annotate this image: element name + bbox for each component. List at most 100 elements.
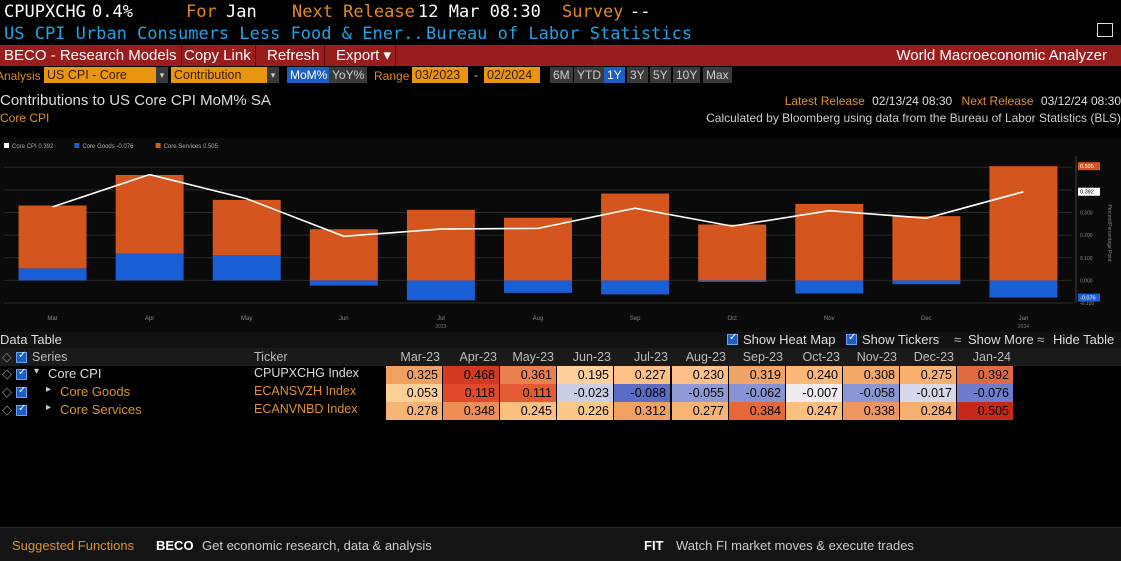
col-jan-24[interactable]: Jan-24 xyxy=(972,350,1011,364)
menu-export[interactable]: Export ▾ xyxy=(332,45,397,66)
row-series-name[interactable]: Core Services xyxy=(60,402,142,417)
table-cell[interactable]: -0.058 xyxy=(843,384,899,402)
table-cell[interactable]: 0.053 xyxy=(386,384,442,402)
contribution-chart[interactable]: Core CPI 0.392 Core Goods -0.076 Core Serv… xyxy=(0,138,1121,332)
source-link[interactable]: Bureau of Labor Statistics xyxy=(426,24,693,44)
show-heat-map-label[interactable]: Show Heat Map xyxy=(743,332,836,347)
period-max[interactable]: Max xyxy=(703,67,732,83)
row-toggle-icon[interactable]: ▸ xyxy=(46,384,52,395)
analysis-dropdown-icon[interactable]: ▾ xyxy=(156,67,168,83)
table-cell[interactable]: 0.226 xyxy=(557,402,613,420)
col-jul-23[interactable]: Jul-23 xyxy=(633,350,668,364)
menu-copy-link[interactable]: Copy Link xyxy=(180,45,256,66)
period-10y[interactable]: 10Y xyxy=(673,67,701,83)
table-cell[interactable]: -0.088 xyxy=(614,384,670,402)
col-apr-23[interactable]: Apr-23 xyxy=(459,350,497,364)
col-sep-23[interactable]: Sep-23 xyxy=(742,350,783,364)
period-1y[interactable]: 1Y xyxy=(604,67,625,83)
table-cell[interactable]: 0.284 xyxy=(900,402,956,420)
table-cell[interactable]: 0.247 xyxy=(786,402,842,420)
function-beco-desc[interactable]: Get economic research, data & analysis xyxy=(202,538,432,553)
col-aug-23[interactable]: Aug-23 xyxy=(685,350,726,364)
function-fit-desc[interactable]: Watch FI market moves & execute trades xyxy=(676,538,914,553)
col-oct-23[interactable]: Oct-23 xyxy=(802,350,840,364)
col-nov-23[interactable]: Nov-23 xyxy=(856,350,897,364)
function-fit-code[interactable]: FIT xyxy=(644,538,664,553)
period-5y[interactable]: 5Y xyxy=(650,67,671,83)
function-beco-code[interactable]: BECO xyxy=(156,538,194,553)
table-cell[interactable]: 0.227 xyxy=(614,366,670,384)
table-cell[interactable]: -0.076 xyxy=(957,384,1013,402)
row-checkbox[interactable] xyxy=(16,367,27,380)
show-more-button[interactable]: Show More xyxy=(968,332,1034,347)
table-cell[interactable]: 0.245 xyxy=(500,402,556,420)
row-toggle-icon[interactable]: ▾ xyxy=(34,366,40,377)
table-cell[interactable]: 0.111 xyxy=(500,384,556,402)
table-cell[interactable]: 0.348 xyxy=(443,402,499,420)
row-toggle-icon[interactable]: ▸ xyxy=(46,402,52,413)
toggle-yoy[interactable]: YoY% xyxy=(329,67,368,83)
col-mar-23[interactable]: Mar-23 xyxy=(400,350,440,364)
col-series[interactable]: Series xyxy=(32,350,68,364)
table-row[interactable]: ◇ ▸ Core Goods ECANSVZH Index 0.0530.1180.11… xyxy=(0,384,1121,402)
analysis-select[interactable]: US CPI - Core xyxy=(44,67,156,83)
col-may-23[interactable]: May-23 xyxy=(512,350,554,364)
table-cell[interactable]: -0.017 xyxy=(900,384,956,402)
table-cell[interactable]: 0.392 xyxy=(957,366,1013,384)
table-cell[interactable]: 0.230 xyxy=(672,366,728,384)
table-cell[interactable]: 0.361 xyxy=(500,366,556,384)
view-dropdown-icon[interactable]: ▾ xyxy=(267,67,279,83)
col-jun-23[interactable]: Jun-23 xyxy=(572,350,611,364)
select-all-checkbox[interactable] xyxy=(16,350,27,363)
row-ticker[interactable]: ECANVNBD Index xyxy=(254,402,358,416)
period-3y[interactable]: 3Y xyxy=(627,67,648,83)
row-expand-icon[interactable]: ◇ xyxy=(2,402,12,417)
table-cell[interactable]: 0.338 xyxy=(843,402,899,420)
table-cell[interactable]: 0.277 xyxy=(672,402,728,420)
col-ticker[interactable]: Ticker xyxy=(254,350,288,364)
chevrons-up-icon[interactable]: ≈ xyxy=(954,332,962,347)
table-cell[interactable]: 0.505 xyxy=(957,402,1013,420)
period-ytd[interactable]: YTD xyxy=(574,67,604,83)
view-select[interactable]: Contribution xyxy=(171,67,267,83)
window-dock-icon[interactable] xyxy=(1097,23,1113,37)
table-cell[interactable]: 0.240 xyxy=(786,366,842,384)
table-cell[interactable]: 0.384 xyxy=(729,402,785,420)
table-cell[interactable]: 0.278 xyxy=(386,402,442,420)
row-checkbox[interactable] xyxy=(16,385,27,398)
row-ticker[interactable]: CPUPXCHG Index xyxy=(254,366,359,380)
row-series-name[interactable]: Core Goods xyxy=(60,384,131,399)
menu-refresh[interactable]: Refresh xyxy=(263,45,325,66)
hide-table-button[interactable]: Hide Table xyxy=(1053,332,1115,347)
toggle-mom[interactable]: MoM% xyxy=(287,67,331,83)
row-checkbox[interactable] xyxy=(16,403,27,416)
table-cell[interactable]: -0.055 xyxy=(672,384,728,402)
expand-all-icon[interactable]: ◇ xyxy=(2,350,12,364)
range-end-input[interactable]: 02/2024 xyxy=(484,67,540,83)
col-dec-23[interactable]: Dec-23 xyxy=(913,350,954,364)
table-cell[interactable]: 0.195 xyxy=(557,366,613,384)
ticker[interactable]: CPUPXCHG xyxy=(4,2,86,22)
menu-beco-research-models[interactable]: BECO - Research Models xyxy=(0,45,182,66)
row-expand-icon[interactable]: ◇ xyxy=(2,366,12,381)
range-start-input[interactable]: 03/2023 xyxy=(412,67,468,83)
table-cell[interactable]: -0.023 xyxy=(557,384,613,402)
chevrons-down-icon[interactable]: ≈ xyxy=(1037,332,1045,347)
table-cell[interactable]: 0.468 xyxy=(443,366,499,384)
table-cell[interactable]: -0.062 xyxy=(729,384,785,402)
table-cell[interactable]: 0.275 xyxy=(900,366,956,384)
row-series-name[interactable]: Core CPI xyxy=(48,366,102,381)
row-expand-icon[interactable]: ◇ xyxy=(2,384,12,399)
row-ticker[interactable]: ECANSVZH Index xyxy=(254,384,357,398)
table-cell[interactable]: -0.007 xyxy=(786,384,842,402)
period-6m[interactable]: 6M xyxy=(550,67,573,83)
table-cell[interactable]: 0.118 xyxy=(443,384,499,402)
show-tickers-label[interactable]: Show Tickers xyxy=(862,332,940,347)
tickers-checkbox[interactable] xyxy=(846,332,857,345)
table-cell[interactable]: 0.319 xyxy=(729,366,785,384)
table-cell[interactable]: 0.325 xyxy=(386,366,442,384)
heat-map-checkbox[interactable] xyxy=(727,332,738,345)
table-cell[interactable]: 0.312 xyxy=(614,402,670,420)
